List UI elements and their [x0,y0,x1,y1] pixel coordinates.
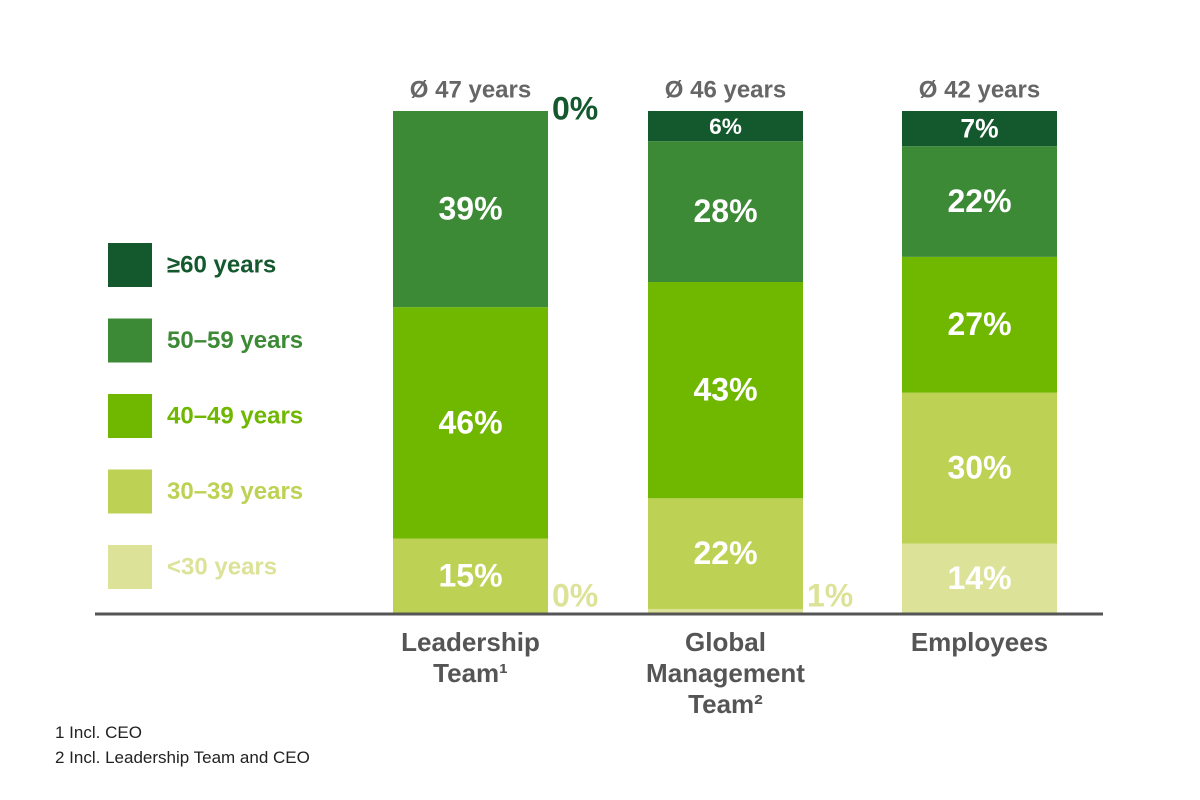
bar-segment [648,608,803,614]
value-label: 27% [947,306,1011,342]
value-label: 43% [693,372,757,408]
value-label: 7% [960,114,998,144]
category-label: Global Management Team² [646,627,805,719]
value-label: 46% [438,404,502,440]
value-label: 28% [693,193,757,229]
bar-segment [902,111,1057,147]
legend-label: 30–39 years [167,478,303,505]
legend-label: 50–59 years [167,327,303,354]
legend-swatch [108,318,152,363]
value-label: 15% [438,558,502,594]
bar-segment [393,307,548,539]
bar-segment [648,111,803,142]
value-label: 6% [709,114,742,139]
bar-segment [648,498,803,609]
footnote: 1 Incl. CEO [55,723,142,742]
bar-segment [393,538,548,614]
average-age: Ø 46 years [665,76,786,103]
legend-swatch [108,545,152,589]
average-age: Ø 47 years [410,76,531,103]
footnote: 2 Incl. Leadership Team and CEO [55,748,310,767]
legend-label: ≥60 years [167,251,276,278]
value-label: 22% [947,183,1011,219]
legend-swatch [108,243,152,287]
legend-swatch [108,394,152,438]
value-label: 1% [807,577,853,613]
category-label: Leadership Team¹ [401,627,540,688]
value-label: 22% [693,535,757,571]
legend-swatch [108,469,152,514]
value-label: 14% [947,560,1011,596]
average-age: Ø 42 years [919,76,1040,103]
value-label: 0% [552,90,598,126]
bar-segment [648,141,803,283]
bar-segment [902,146,1057,257]
bar-segment [902,392,1057,544]
value-label: 39% [438,191,502,227]
legend-label: 40–49 years [167,402,303,429]
value-label: 0% [552,577,598,613]
bar-segment [648,282,803,499]
category-label: Employees [910,627,1049,657]
bar-segment [902,543,1057,614]
legend-label: <30 years [167,553,277,580]
value-label: 30% [947,450,1011,486]
bar-segment [393,111,548,308]
bar-segment [902,256,1057,393]
